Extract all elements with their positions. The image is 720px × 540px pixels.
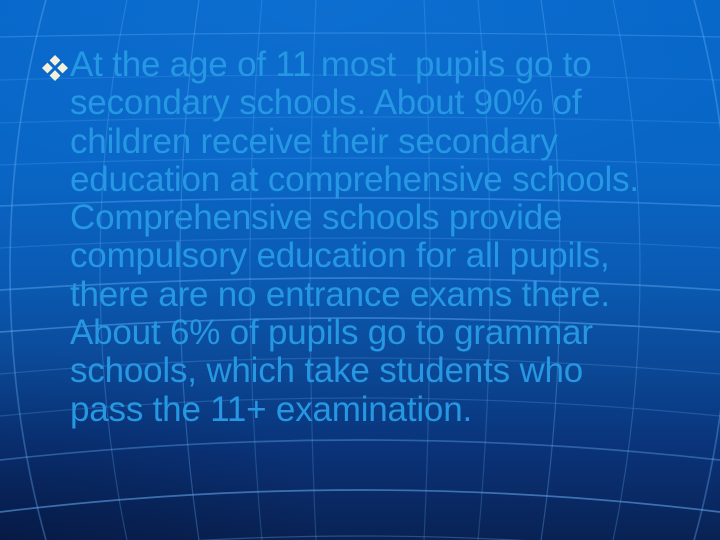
paragraph-line: About 6% of pupils go to grammar [70, 313, 593, 353]
paragraph-line: schools, which take students who [70, 351, 584, 391]
paragraph-line: education at comprehensive schools. [70, 159, 639, 199]
paragraph-line: At the age of 11 most pupils go to [70, 45, 592, 84]
paragraph-line: children receive their secondary [70, 121, 558, 161]
paragraph-line: Comprehensive schools provide [70, 198, 563, 238]
paragraph-line: there are no entrance exams there. [70, 274, 610, 314]
paragraph-line: secondary schools. About 90% of [70, 83, 582, 123]
paragraph-line: pass the 11+ examination. [70, 389, 472, 429]
slide-paragraph: At the age of 11 most pupils go to second… [70, 45, 715, 429]
diamond-bullet-icon [42, 55, 68, 81]
paragraph-line: compulsory education for all pupils, [70, 236, 610, 276]
